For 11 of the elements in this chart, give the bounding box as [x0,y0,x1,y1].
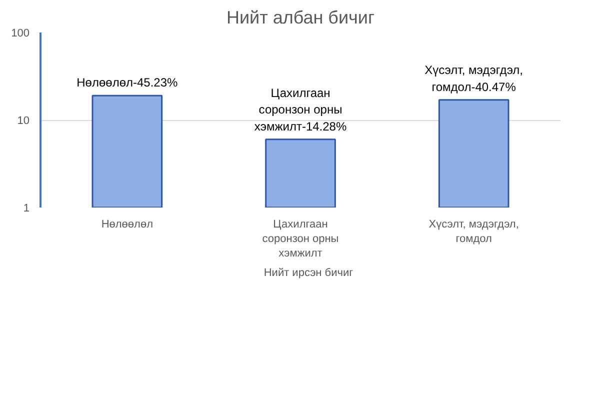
x-tick-label: Цахилгаан соронзон орны хэмжилт [262,218,339,260]
text: Хүсэлт, мэдэгдэл, гомдол-40.47% [424,63,524,94]
text: Цахилгаан соронзон орны хэмжилт-14.28% [254,86,347,134]
text: Нөлөөлөл-45.23% [76,76,178,90]
text: Нийт ирсэн бичиг [264,267,354,279]
chart-title: Нийт албан бичиг [226,8,375,28]
x-tick-label: Нөлөөлөл [101,218,154,230]
y-tick-label: 100 [11,28,30,40]
y-tick-label: 10 [17,115,30,127]
x-tick-label: Хүсэлт, мэдэгдэл, гомдол [428,218,519,245]
y-tick-label: 1 [23,202,30,214]
